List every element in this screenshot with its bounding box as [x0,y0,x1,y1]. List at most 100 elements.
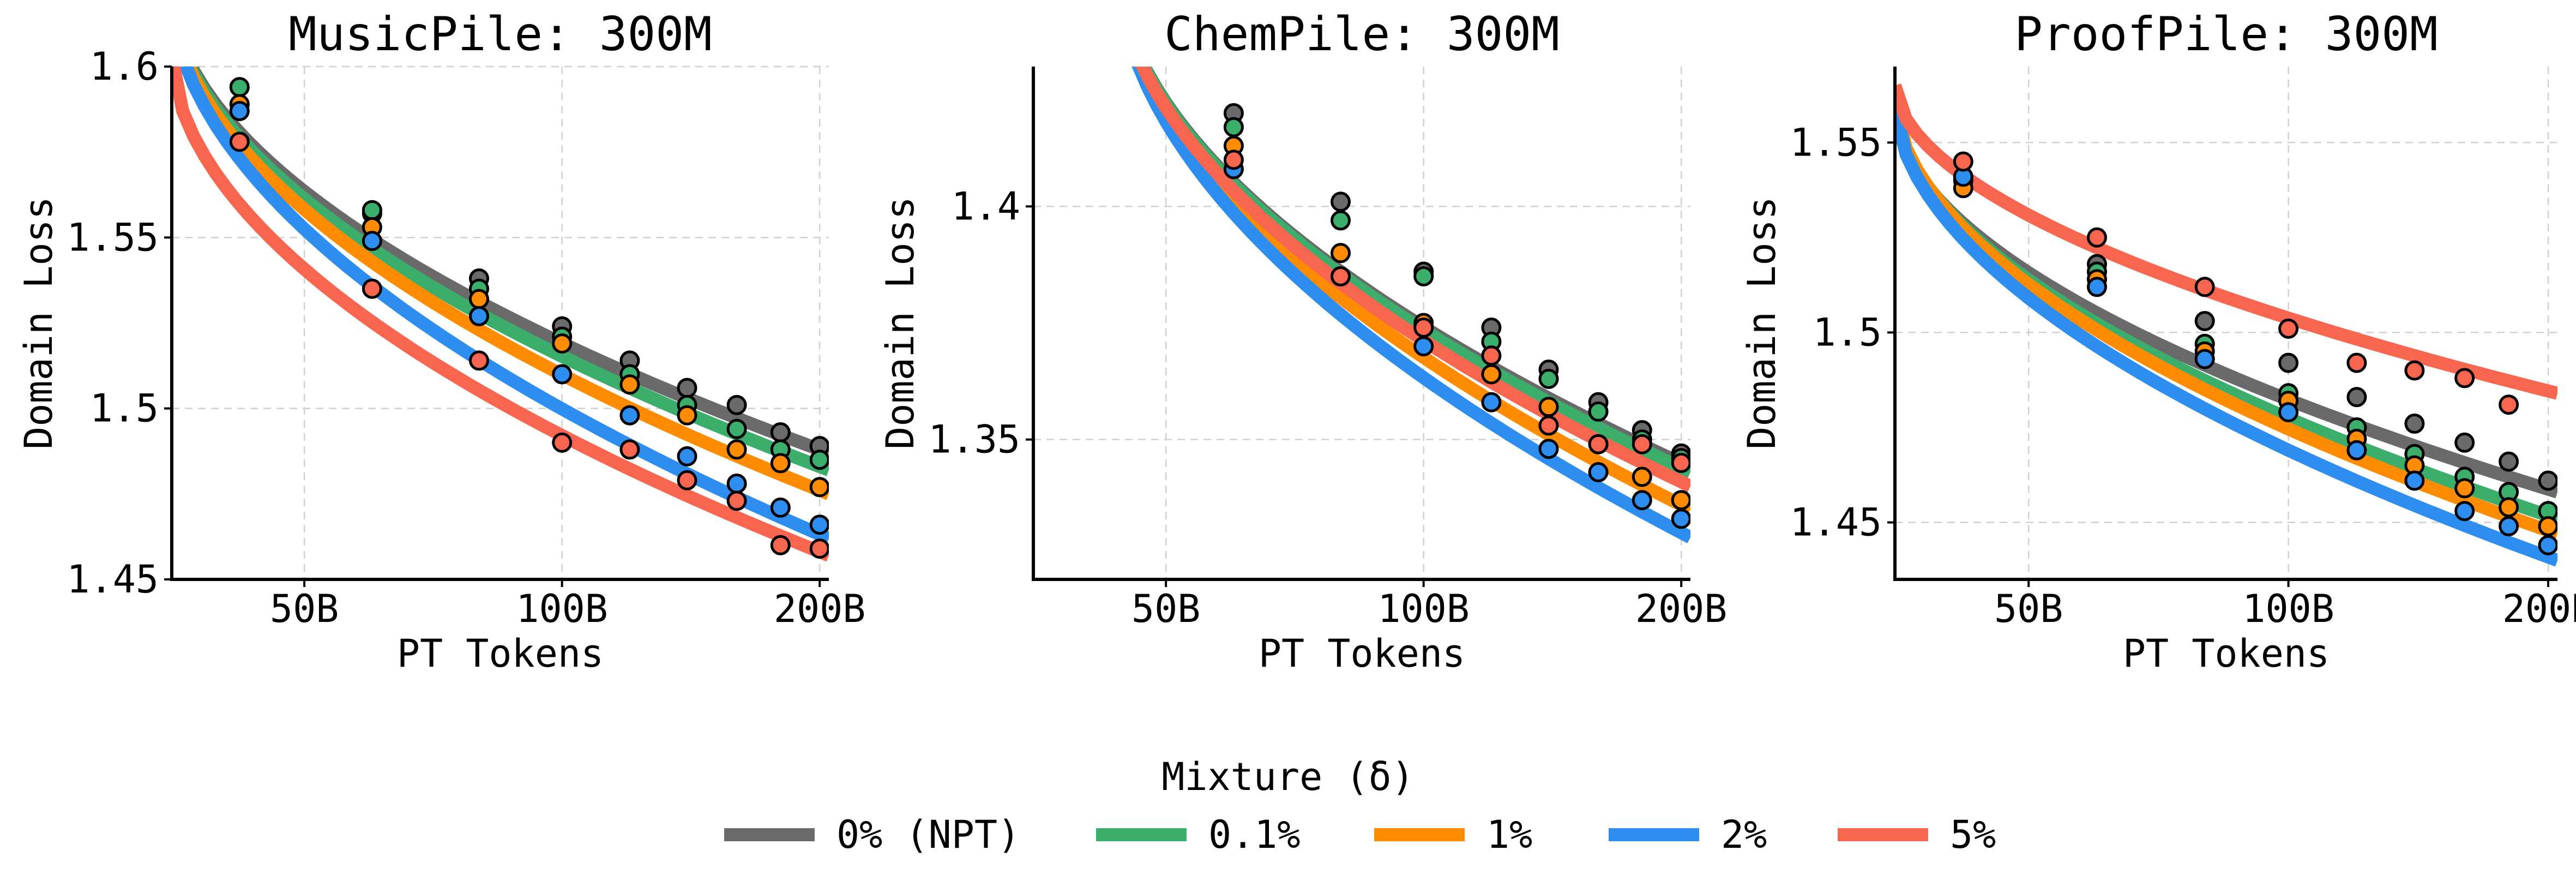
data-point-p2 [2404,470,2425,491]
data-point-p01 [1413,266,1434,286]
chart-panel: 50B 100B 200B 1.45 1.5 1.55 1.6 MusicPile: 300M… [16,7,866,676]
y-axis-label: Domain Loss [1740,196,1784,450]
data-point-p1 [619,374,640,395]
data-point-p5 [362,278,382,299]
data-point-p5 [726,490,747,511]
data-point-p2 [2454,501,2475,522]
data-point-p2 [1588,462,1609,482]
data-point-p5 [1223,149,1244,170]
data-point-p1 [1481,364,1502,385]
data-point-p2 [469,306,489,326]
data-point-npt [2538,470,2557,491]
x-tick-label: 200B [774,586,866,631]
data-point-p1 [726,439,747,460]
y-tick-label: 1.45 [1790,500,1882,545]
data-point-p01 [362,200,382,220]
data-point-p1 [770,453,791,474]
legend-label: 0% (NPT) [836,812,1020,857]
data-point-p1 [1538,397,1559,417]
x-tick-label: 50B [1131,586,1200,631]
data-point-p5 [809,538,829,559]
x-tick-label: 50B [1994,586,2063,631]
data-point-p5 [552,432,573,453]
fit-curve-p5 [1895,83,2557,400]
legend-entry-p2: 2% [1609,812,1767,857]
chart-panel: 50B 100B 200B 1.35 1.4 ChemPile: 300M PT Token… [878,7,1728,676]
data-point-p01 [1588,401,1609,422]
data-point-p2 [1413,336,1434,357]
y-axis-label: Domain Loss [16,196,61,450]
data-point-p1 [1671,490,1690,511]
grid [1033,67,1690,579]
data-point-npt [2454,432,2475,453]
plot-area [1131,67,1690,543]
y-tick-label: 1.6 [90,44,159,89]
data-point-p5 [2404,360,2425,381]
data-point-p1 [469,289,489,309]
x-tick-label: 100B [2242,586,2334,631]
data-point-p5 [619,439,640,460]
data-point-p2 [2538,535,2557,555]
fit-curve-p2 [179,67,829,544]
data-point-p2 [1632,490,1652,511]
chart-title: ChemPile: 300M [1164,7,1560,62]
y-tick-label: 1.55 [1790,120,1882,165]
data-point-p01 [726,418,747,439]
data-point-p5 [469,350,489,371]
legend-title: Mixture (δ) [1161,755,1415,799]
chart-panel: 50B 100B 200B 1.45 1.5 1.55 ProofPile: 300M PT … [1740,7,2576,676]
x-axis-label: PT Tokens [1259,631,1465,676]
data-point-p01 [1223,117,1244,137]
data-point-p5 [2346,352,2367,373]
y-tick-label: 1.45 [67,557,159,602]
data-point-p2 [2194,349,2215,369]
data-point-p5 [229,131,250,152]
data-point-npt [677,378,697,398]
x-tick-label: 200B [1635,586,1728,631]
data-point-npt [2499,451,2519,472]
data-point-p5 [677,470,697,490]
fit-curve-p01 [183,67,829,476]
fit-curve-p2 [1131,67,1690,543]
data-point-p2 [619,405,640,426]
legend-entry-npt: 0% (NPT) [724,812,1020,857]
legend-label: 5% [1950,812,1996,857]
axis-spines [1032,67,1690,581]
fit-curve-p5 [172,67,829,562]
data-point-p5 [1331,266,1351,286]
data-point-p01 [809,450,829,470]
data-point-p5 [2278,318,2299,339]
y-tick-label: 1.35 [928,417,1020,462]
data-point-p2 [809,514,829,535]
data-point-p01 [1538,369,1559,389]
legend-label: 2% [1721,812,1767,857]
plot-area [172,67,829,562]
data-point-p5 [1632,434,1652,454]
legend-entry-p5: 5% [1838,812,1996,857]
data-point-p1 [1632,466,1652,487]
data-point-p5 [1538,415,1559,436]
data-point-p01 [229,77,250,98]
data-point-p2 [229,101,250,121]
legend-entry-p1: 1% [1374,812,1532,857]
x-tick-label: 50B [270,586,339,631]
data-point-p5 [1671,452,1690,473]
data-point-npt [770,422,791,442]
data-point-p1 [1331,243,1351,264]
data-point-p2 [726,474,747,494]
data-point-npt [2278,352,2299,373]
data-point-npt [2404,414,2425,434]
axis-spines [1893,67,2557,581]
chart-title: MusicPile: 300M [288,7,712,62]
data-point-p5 [1413,318,1434,338]
data-point-p5 [2454,368,2475,388]
data-point-p5 [770,535,791,555]
y-tick-label: 1.5 [1813,310,1882,355]
data-point-p5 [1953,151,1973,172]
data-point-p1 [809,477,829,498]
fit-curve-p2 [1895,103,2557,567]
data-point-p2 [677,446,697,466]
plot-area [1895,83,2557,567]
data-point-p2 [2346,440,2367,460]
legend-entries: 0% (NPT) 0.1% 1% 2% 5% [724,812,1996,857]
